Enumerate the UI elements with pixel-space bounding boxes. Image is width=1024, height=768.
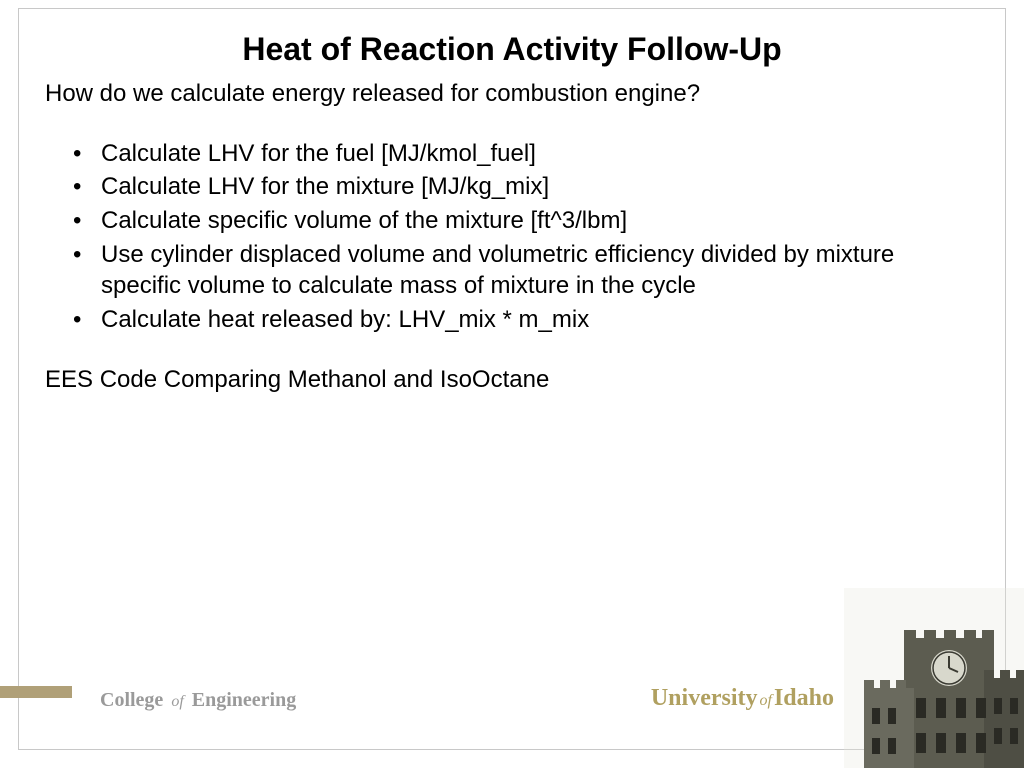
engineering-word: Engineering: [192, 689, 296, 711]
slide-title: Heat of Reaction Activity Follow-Up: [19, 31, 1005, 68]
building-icon: [844, 588, 1024, 768]
university-word: University: [651, 685, 758, 711]
closing-text: EES Code Comparing Methanol and IsoOctan…: [45, 364, 979, 396]
bullet-item: Calculate LHV for the mixture [MJ/kg_mix…: [73, 171, 979, 203]
accent-bar: [0, 686, 72, 698]
bullet-item: Use cylinder displaced volume and volume…: [73, 239, 979, 302]
university-of: of: [760, 692, 772, 709]
university-of-idaho-logo: UniversityofIdaho: [651, 685, 834, 712]
bullet-item: Calculate specific volume of the mixture…: [73, 205, 979, 237]
bullet-item: Calculate LHV for the fuel [MJ/kmol_fuel…: [73, 138, 979, 170]
bullet-item: Calculate heat released by: LHV_mix * m_…: [73, 304, 979, 336]
college-word: College: [100, 689, 163, 711]
bullet-list: Calculate LHV for the fuel [MJ/kmol_fuel…: [73, 138, 979, 336]
slide-content: How do we calculate energy released for …: [19, 78, 1005, 395]
college-of: of: [171, 693, 183, 710]
intro-text: How do we calculate energy released for …: [45, 78, 979, 110]
college-of-engineering-logo: College of Engineering: [100, 689, 296, 712]
idaho-word: Idaho: [774, 685, 834, 711]
